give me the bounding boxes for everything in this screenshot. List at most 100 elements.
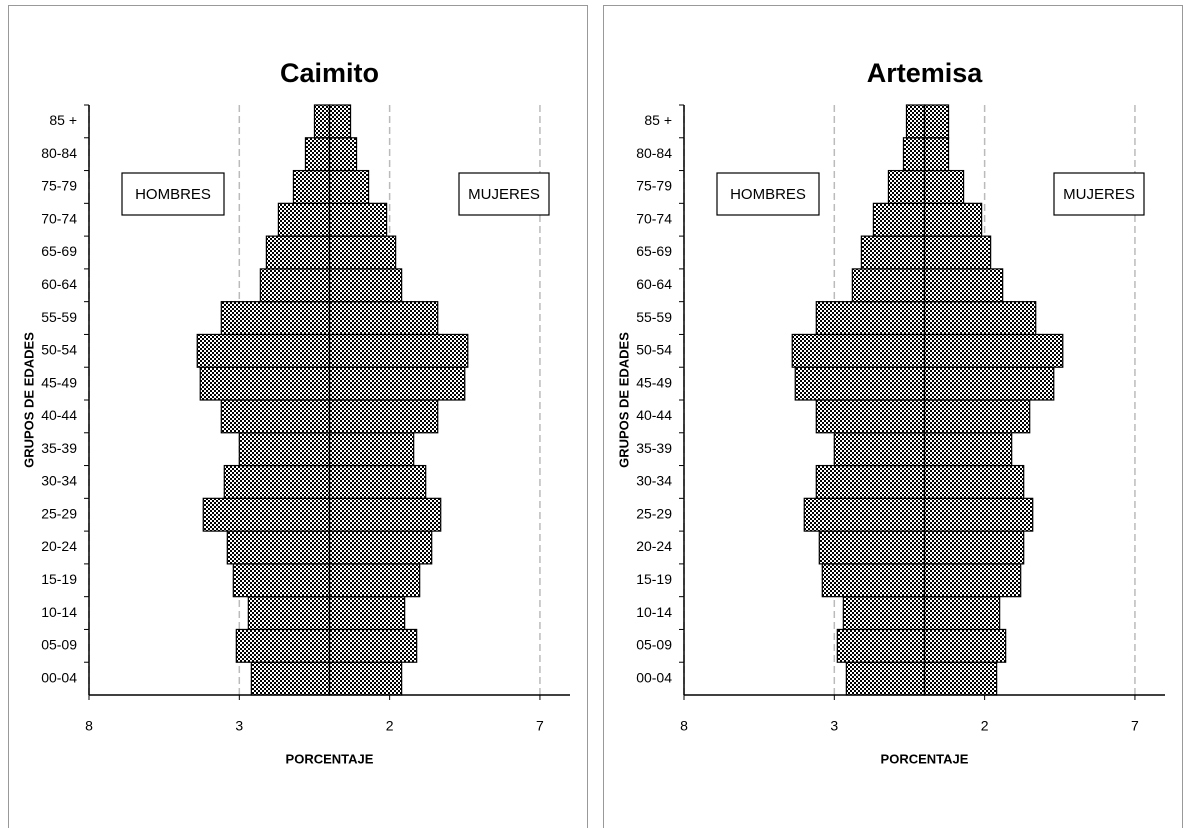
- bar: [905, 104, 926, 139]
- x-tick-label: 3: [830, 718, 838, 734]
- y-tick-label: 15-19: [41, 571, 77, 587]
- bar: [247, 596, 331, 631]
- bar: [202, 497, 331, 532]
- bar: [815, 301, 926, 336]
- bar: [304, 137, 331, 172]
- x-axis-title: PORCENTAJE: [286, 751, 374, 766]
- bar: [923, 432, 1013, 467]
- y-tick-label: 45-49: [636, 374, 672, 390]
- legend-box: [121, 172, 225, 216]
- y-tick-label: 35-39: [636, 440, 672, 456]
- y-tick-label: 25-29: [636, 505, 672, 521]
- y-tick-label: 55-59: [41, 309, 77, 325]
- bar: [328, 268, 403, 303]
- y-tick-label: 75-79: [41, 178, 77, 194]
- y-tick-label: 40-44: [41, 407, 77, 423]
- bar: [328, 169, 370, 204]
- bar: [923, 563, 1022, 598]
- y-tick-label: 20-24: [636, 538, 672, 554]
- bar: [220, 301, 331, 336]
- bar: [328, 333, 469, 368]
- bar: [277, 202, 331, 237]
- y-tick-label: 55-59: [636, 309, 672, 325]
- legend-box: [1053, 172, 1145, 216]
- bar: [851, 268, 926, 303]
- bar: [923, 530, 1025, 565]
- bar: [250, 661, 331, 696]
- bar: [887, 169, 926, 204]
- legend-label: HOMBRES: [135, 186, 211, 203]
- bar: [923, 137, 950, 172]
- bar: [328, 104, 352, 139]
- y-tick-label: 75-79: [636, 178, 672, 194]
- y-tick-label: 05-09: [636, 637, 672, 653]
- y-tick-label: 60-64: [41, 276, 77, 292]
- bar: [923, 596, 1001, 631]
- y-tick-label: 30-34: [636, 473, 672, 489]
- bar: [923, 301, 1037, 336]
- x-tick-label: 2: [386, 718, 394, 734]
- bar: [235, 628, 331, 663]
- bar: [821, 563, 926, 598]
- y-tick-label: 10-14: [636, 604, 672, 620]
- bar: [923, 661, 998, 696]
- panel-border: [8, 5, 588, 828]
- y-tick-label: 30-34: [41, 473, 77, 489]
- y-axis-title: GRUPOS DE EDADES: [21, 332, 36, 468]
- legend-label: MUJERES: [1063, 186, 1135, 203]
- bar: [794, 366, 926, 401]
- bar: [223, 464, 331, 499]
- bar: [872, 202, 926, 237]
- y-tick-label: 50-54: [636, 342, 672, 358]
- bar: [902, 137, 926, 172]
- bar: [860, 235, 926, 270]
- x-tick-label: 3: [235, 718, 243, 734]
- bar: [328, 563, 421, 598]
- legend-box: [716, 172, 820, 216]
- bar: [923, 202, 983, 237]
- bar: [815, 464, 926, 499]
- y-tick-label: 25-29: [41, 505, 77, 521]
- legend-box: [458, 172, 550, 216]
- legend-label: HOMBRES: [730, 186, 806, 203]
- y-tick-label: 00-04: [41, 669, 77, 685]
- y-tick-label: 85 +: [49, 112, 77, 128]
- bar: [328, 399, 439, 434]
- y-tick-label: 35-39: [41, 440, 77, 456]
- bar: [199, 366, 331, 401]
- y-tick-label: 85 +: [644, 112, 672, 128]
- bar: [328, 596, 406, 631]
- chart-title: Caimito: [280, 58, 379, 88]
- y-tick-label: 65-69: [41, 243, 77, 259]
- y-tick-label: 60-64: [636, 276, 672, 292]
- bar: [815, 399, 926, 434]
- bar: [328, 235, 397, 270]
- y-tick-label: 00-04: [636, 669, 672, 685]
- bar: [196, 333, 331, 368]
- y-tick-label: 50-54: [41, 342, 77, 358]
- bar: [923, 104, 950, 139]
- y-tick-label: 05-09: [41, 637, 77, 653]
- y-tick-label: 40-44: [636, 407, 672, 423]
- x-tick-label: 8: [85, 718, 93, 734]
- y-tick-label: 70-74: [636, 210, 672, 226]
- bar: [923, 333, 1064, 368]
- bar: [923, 169, 965, 204]
- y-tick-label: 70-74: [41, 210, 77, 226]
- bar: [845, 661, 926, 696]
- bar: [923, 399, 1031, 434]
- bar: [923, 268, 1004, 303]
- bar: [328, 202, 388, 237]
- y-tick-label: 80-84: [41, 145, 77, 161]
- y-axis-title: GRUPOS DE EDADES: [616, 332, 631, 468]
- bar: [923, 497, 1034, 532]
- bar: [328, 137, 358, 172]
- bar: [265, 235, 331, 270]
- bar: [328, 661, 403, 696]
- bar: [803, 497, 926, 532]
- bar: [833, 432, 926, 467]
- y-tick-label: 80-84: [636, 145, 672, 161]
- y-tick-label: 45-49: [41, 374, 77, 390]
